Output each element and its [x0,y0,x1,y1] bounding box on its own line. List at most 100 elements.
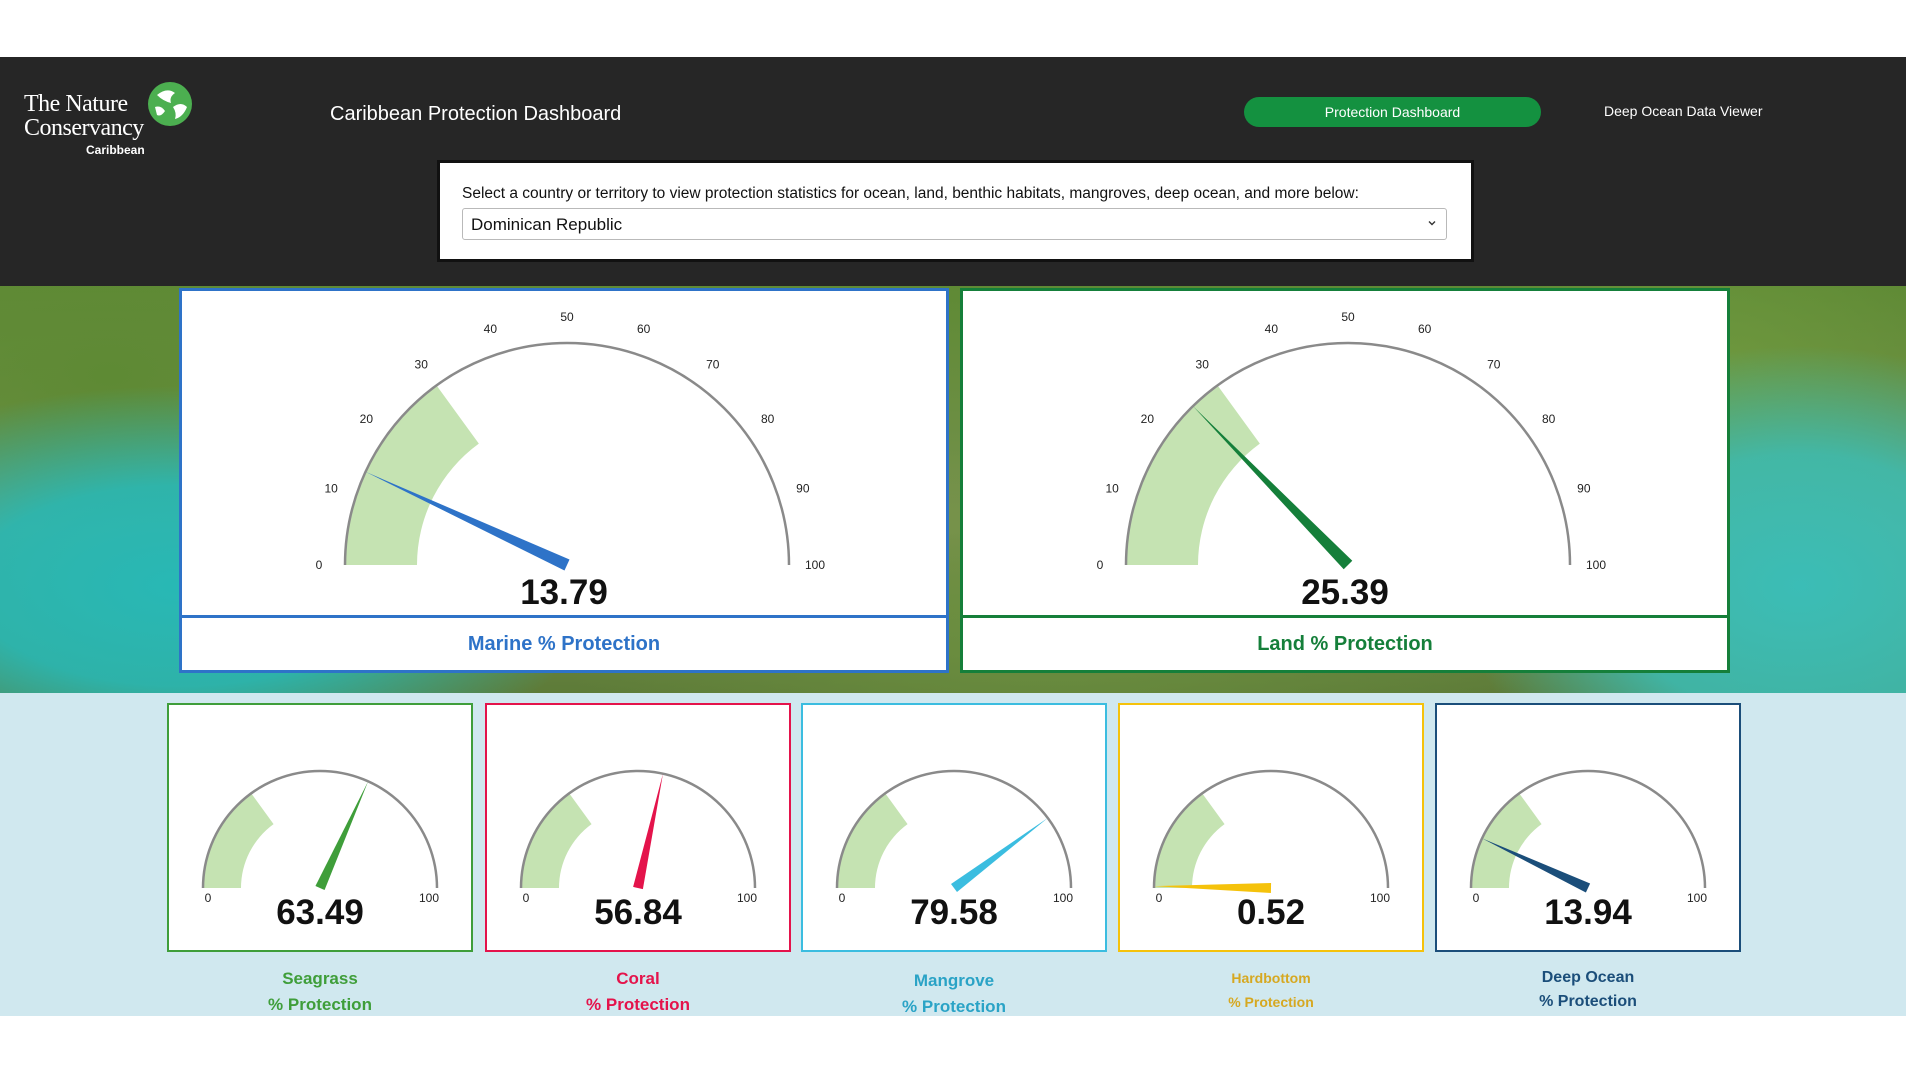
land-gauge-tick-label: 20 [1141,412,1155,426]
mangrove-gauge-needle [951,817,1048,893]
mangrove-label-line2: % Protection [902,997,1006,1016]
marine-gauge-tick-label: 20 [360,412,374,426]
marine-gauge-tick-label: 90 [796,481,810,495]
coral-gauge-min-label: 0 [523,891,530,905]
hardbottom-gauge-target-band [1154,793,1225,888]
coral-gauge-arc [519,769,757,889]
marine-gauge-needle [365,471,570,571]
hardbottom-gauge-card: 0 100 0.52 [1118,703,1424,952]
seagrass-gauge-arc [201,769,439,889]
nav-deep-ocean-link[interactable]: Deep Ocean Data Viewer [1604,103,1763,119]
deep-ocean-label: Deep Ocean % Protection [1435,966,1741,1014]
deep-ocean-gauge: 0 100 [1469,769,1707,905]
coral-gauge-needle [633,773,663,890]
deep-ocean-value: 13.94 [1544,893,1632,932]
country-select[interactable]: Dominican Republic [462,208,1447,240]
hardbottom-gauge-needle [1154,883,1272,893]
marine-gauge-tick-label: 10 [324,481,338,495]
seagrass-value: 63.49 [276,893,364,932]
logo-sub: Caribbean [86,143,145,157]
mangrove-gauge-arc [835,769,1073,889]
hardbottom-gauge-min-label: 0 [1156,891,1163,905]
mangrove-gauge-card: 0 100 79.58 [801,703,1107,952]
hardbottom-label-line1: Hardbottom [1231,970,1311,986]
marine-gauge-tick-label: 80 [761,412,775,426]
mangrove-gauge: 0 100 [835,769,1073,905]
seagrass-gauge-needle [315,781,369,891]
land-gauge-tick-label: 100 [1586,558,1606,572]
marine-gauge-tick-label: 100 [805,558,825,572]
seagrass-label: Seagrass % Protection [167,966,473,1018]
deep-ocean-gauge-min-label: 0 [1473,891,1480,905]
seagrass-gauge-card: 0 100 63.49 [167,703,473,952]
nav-protection-dashboard-button[interactable]: Protection Dashboard [1244,97,1541,127]
land-gauge-tick-label: 90 [1577,481,1591,495]
marine-gauge-tick-label: 40 [484,322,498,336]
coral-label-line1: Coral [616,969,660,988]
land-gauge-card: 0 10 20 30 40 50 60 70 80 90 100 25.39 Land % Prot… [960,288,1730,673]
coral-gauge-target-band [521,793,592,888]
coral-label: Coral % Protection [485,966,791,1018]
hardbottom-label: Hardbottom % Protection [1118,966,1424,1014]
marine-gauge-arc [343,341,791,566]
deep-ocean-gauge-max-label: 100 [1687,891,1707,905]
mangrove-gauge-max-label: 100 [1053,891,1073,905]
deep-ocean-gauge-needle [1482,838,1591,893]
land-gauge-tick-label: 60 [1418,322,1432,336]
marine-value: 13.79 [520,573,608,612]
logo-line1: The Nature [24,91,128,117]
marine-gauge-tick-label: 0 [316,558,323,572]
country-select-value: Dominican Republic [471,215,623,234]
coral-gauge: 0 100 [519,769,757,905]
marine-gauge-card: 0 10 20 30 40 50 60 70 80 90 100 13.79 Marine % Pr… [179,288,949,673]
hardbottom-gauge-max-label: 100 [1370,891,1390,905]
mangrove-value: 79.58 [910,893,998,932]
marine-label: Marine % Protection [467,633,661,655]
mangrove-gauge-target-band [837,793,908,888]
coral-label-line2: % Protection [586,995,690,1014]
seagrass-label-line2: % Protection [268,995,372,1014]
land-gauge-tick-label: 40 [1265,322,1279,336]
seagrass-gauge-min-label: 0 [205,891,212,905]
coral-gauge-card: 0 100 56.84 [485,703,791,952]
marine-gauge: 0 10 20 30 40 50 60 70 80 90 100 [316,310,826,572]
land-label: Land % Protection [1257,633,1433,655]
land-gauge-tick-label: 70 [1487,357,1501,371]
hardbottom-label-line2: % Protection [1228,994,1314,1010]
deep-ocean-label-line1: Deep Ocean [1541,969,1635,986]
country-selector-card: Select a country or territory to view pr… [437,160,1474,262]
deep-ocean-label-line2: % Protection [1539,993,1637,1010]
hardbottom-gauge-arc [1152,769,1390,889]
land-gauge: 0 10 20 30 40 50 60 70 80 90 100 [1097,310,1607,572]
app-title: Caribbean Protection Dashboard [330,103,622,125]
deep-ocean-gauge-arc [1469,769,1707,889]
deep-ocean-gauge-target-band [1471,793,1542,888]
leaf-globe-icon [148,82,192,126]
marine-gauge-tick-label: 60 [637,322,651,336]
land-gauge-tick-label: 10 [1105,481,1119,495]
coral-gauge-max-label: 100 [737,891,757,905]
mangrove-label: Mangrove % Protection [801,968,1107,1020]
seagrass-label-line1: Seagrass [282,969,358,988]
land-gauge-tick-label: 80 [1542,412,1556,426]
land-gauge-target-band [1126,385,1260,565]
marine-gauge-target-band [345,385,479,565]
land-gauge-tick-label: 0 [1097,558,1104,572]
country-selector-label: Select a country or territory to view pr… [462,185,1359,202]
marine-gauge-tick-label: 30 [415,357,429,371]
land-gauge-arc [1124,341,1572,566]
tnc-logo[interactable]: The Nature Conservancy Caribbean [22,81,197,159]
seagrass-gauge-target-band [203,793,274,888]
coral-value: 56.84 [594,893,682,932]
marine-gauge-area: 0 10 20 30 40 50 60 70 80 90 100 13.79 [182,291,946,618]
seagrass-gauge: 0 100 [201,769,439,905]
chevron-down-icon [1428,221,1436,226]
land-gauge-needle [1192,406,1353,570]
land-gauge-tick-label: 30 [1196,357,1210,371]
header: The Nature Conservancy Caribbean Caribbe… [0,57,1906,286]
deep-ocean-gauge-card: 0 100 13.94 [1435,703,1741,952]
seagrass-gauge-max-label: 100 [419,891,439,905]
land-gauge-area: 0 10 20 30 40 50 60 70 80 90 100 25.39 [963,291,1727,618]
mangrove-label-line1: Mangrove [913,971,995,990]
